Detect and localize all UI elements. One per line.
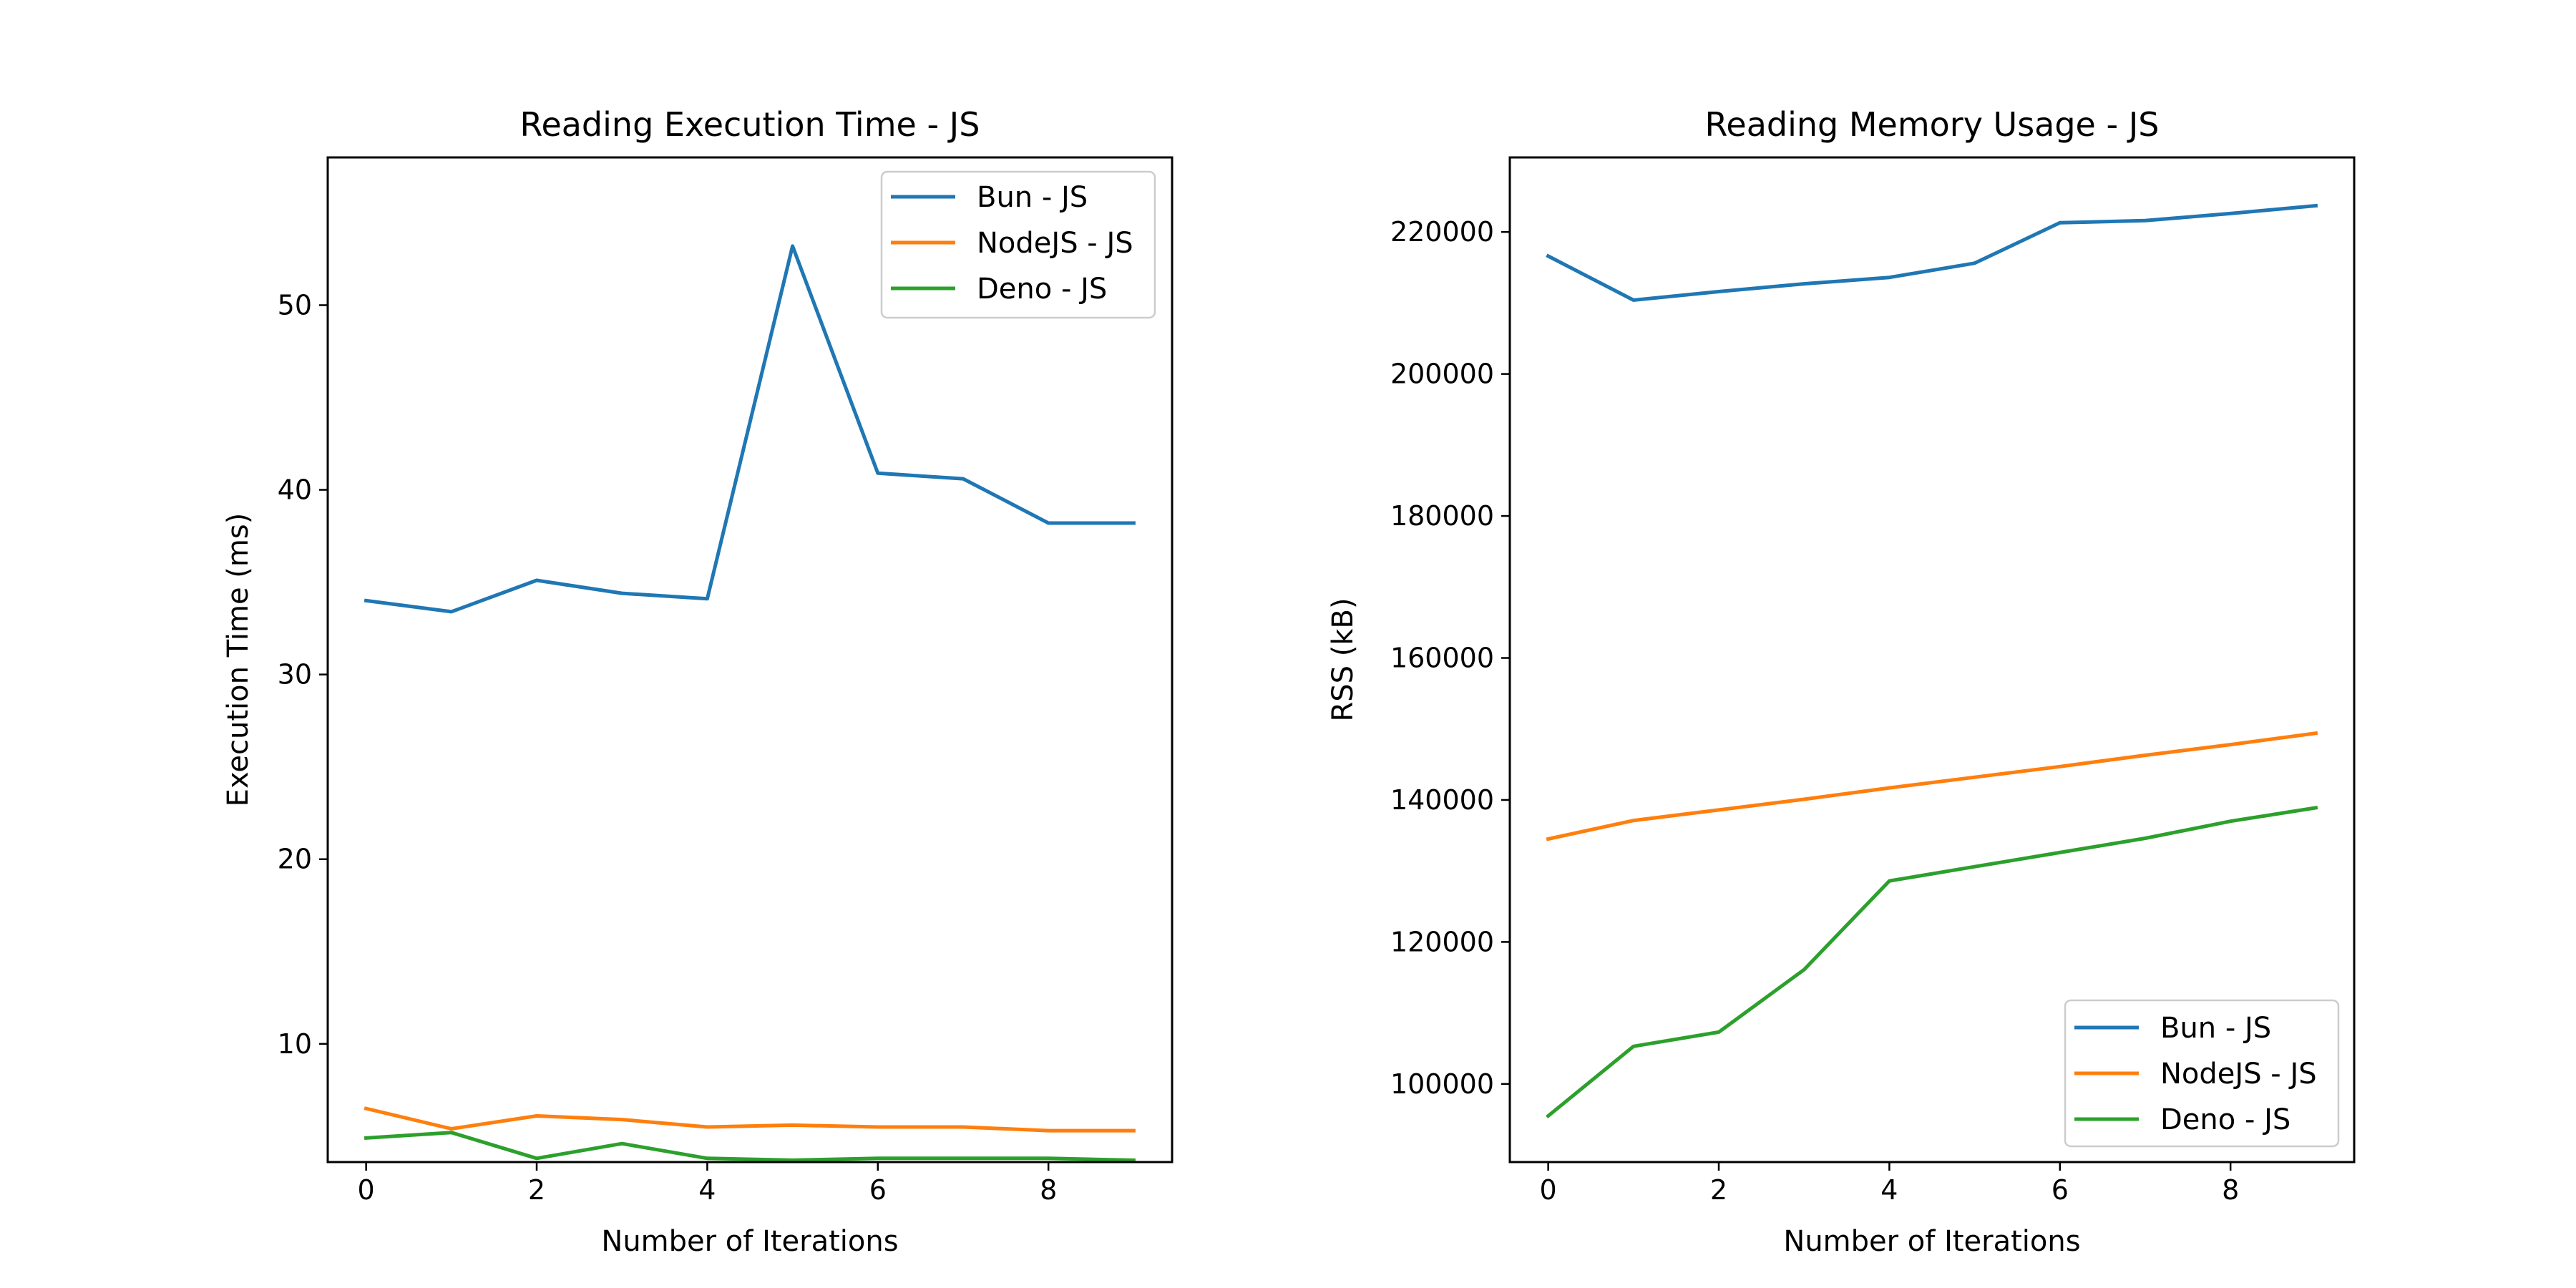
memory-usage-y-tick-label: 180000	[1390, 500, 1494, 532]
memory-usage-x-tick-label: 0	[1540, 1174, 1557, 1206]
memory-usage-legend: Bun - JS NodeJS - JS Deno - JS	[2064, 999, 2340, 1148]
memory-usage-series-nodejs-js	[1546, 731, 2318, 841]
memory-usage-y-tick-label: 120000	[1390, 926, 1494, 957]
execution-time-y-tick-label: 20	[278, 844, 312, 875]
execution-time-x-tick-label: 0	[358, 1174, 375, 1206]
memory-usage-series-bun-js	[1546, 203, 2318, 302]
memory-usage-legend-label-deno: Deno - JS	[2160, 1103, 2290, 1136]
execution-time-x-tick-label: 2	[528, 1174, 545, 1206]
memory-usage-x-tick-label: 4	[1880, 1174, 1898, 1206]
execution-time-series-deno-js	[364, 1131, 1136, 1162]
memory-usage-xlabel: Number of Iterations	[1783, 1225, 2080, 1258]
execution-time-ticks: 0 2 4 6 8 10 20 30 40 50	[278, 289, 1058, 1206]
execution-time-x-tick-label: 4	[698, 1174, 716, 1206]
execution-time-y-tick-label: 40	[278, 474, 312, 506]
memory-usage-y-tick-label: 220000	[1390, 216, 1494, 248]
memory-usage-lines	[1546, 203, 2318, 1119]
memory-usage-panel: Reading Memory Usage - JS Number of Iter…	[1327, 105, 2356, 1258]
execution-time-legend: Bun - JS NodeJS - JS Deno - JS	[880, 170, 1156, 319]
memory-usage-title: Reading Memory Usage - JS	[1705, 105, 2160, 144]
execution-time-title: Reading Execution Time - JS	[520, 105, 980, 144]
execution-time-xlabel: Number of Iterations	[601, 1225, 898, 1258]
memory-usage-ticks: 0 2 4 6 8 100000 120000 140000 160000 180000 20000…	[1390, 216, 2239, 1206]
memory-usage-plot-frame	[1508, 156, 2356, 1163]
memory-usage-y-tick-label: 160000	[1390, 643, 1494, 674]
memory-usage-ylabel: RSS (kB)	[1327, 597, 1360, 721]
execution-time-x-tick-label: 6	[869, 1174, 887, 1206]
execution-time-series-bun-js	[364, 244, 1136, 614]
execution-time-panel: Reading Execution Time - JS Number of It…	[222, 105, 1174, 1258]
memory-usage-legend-label-nodejs: NodeJS - JS	[2160, 1058, 2317, 1091]
memory-usage-x-tick-label: 2	[1710, 1174, 1727, 1206]
execution-time-legend-label-nodejs: NodeJS - JS	[977, 227, 1133, 260]
memory-usage-y-tick-label: 140000	[1390, 784, 1494, 816]
execution-time-plot-frame	[326, 156, 1174, 1163]
execution-time-legend-box	[880, 170, 1156, 319]
execution-time-x-tick-label: 8	[1040, 1174, 1057, 1206]
execution-time-legend-label-bun: Bun - JS	[977, 181, 1088, 214]
execution-time-lines	[364, 244, 1136, 1162]
execution-time-series-nodejs-js	[364, 1106, 1136, 1133]
execution-time-y-tick-label: 10	[278, 1028, 312, 1060]
memory-usage-x-tick-label: 6	[2051, 1174, 2069, 1206]
execution-time-legend-label-deno: Deno - JS	[977, 273, 1107, 306]
execution-time-y-tick-label: 30	[278, 659, 312, 691]
memory-usage-y-tick-label: 100000	[1390, 1068, 1494, 1100]
execution-time-y-tick-label: 50	[278, 289, 312, 321]
memory-usage-series-deno-js	[1546, 806, 2318, 1119]
execution-time-ylabel: Execution Time (ms)	[222, 513, 255, 807]
memory-usage-legend-label-bun: Bun - JS	[2160, 1012, 2271, 1045]
memory-usage-legend-box	[2064, 999, 2340, 1148]
memory-usage-x-tick-label: 8	[2222, 1174, 2239, 1206]
memory-usage-y-tick-label: 200000	[1390, 358, 1494, 390]
